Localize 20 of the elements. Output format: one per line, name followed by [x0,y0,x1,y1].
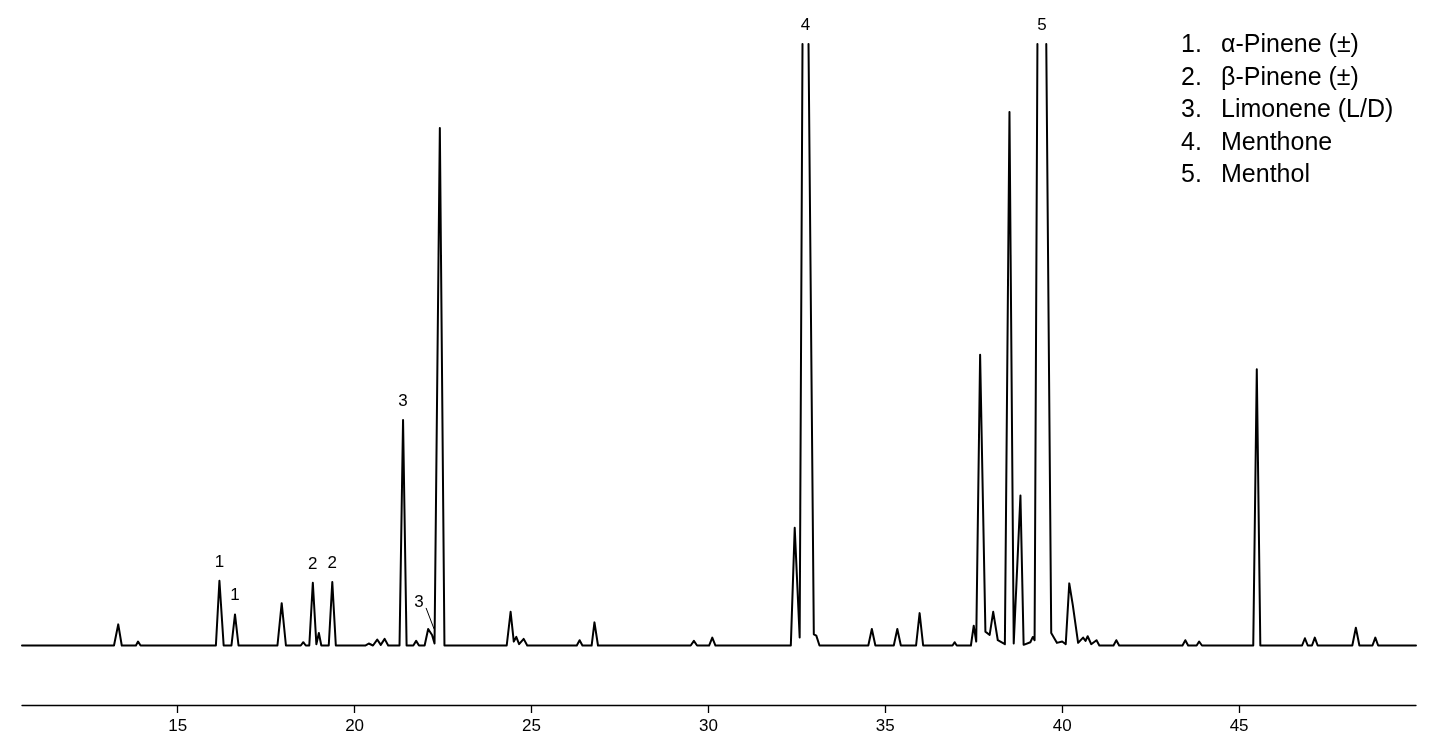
annotation: 5 [1037,14,1047,34]
annotation: 2 [308,553,318,573]
annotation: 4 [800,14,811,34]
annotation: 1 [214,551,225,571]
annotation: 3 [398,390,408,410]
annotation: 3. Limonene (L/D) [1181,93,1394,124]
x-tick-label: 30 [698,716,718,735]
x-tick-label: 20 [345,716,365,735]
annotation: 5. Menthol [1181,158,1310,189]
annotation: 2. β-Pinene (±) [1181,60,1359,92]
annotation: 1 [230,584,240,604]
x-tick-label: 40 [1052,716,1072,735]
annotation: 3 [414,591,424,611]
annotation: 1. α-Pinene (±) [1181,28,1359,59]
x-tick-label: 15 [168,716,188,735]
x-tick-label: 25 [522,716,541,735]
annotation: 4. Menthone [1181,125,1333,157]
x-tick-label: 35 [875,716,895,735]
annotation: 2 [327,552,338,572]
x-tick-label: 45 [1229,716,1249,735]
